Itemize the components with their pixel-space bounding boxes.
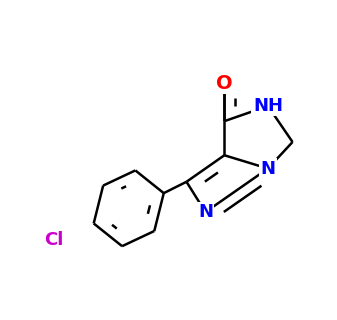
Text: Cl: Cl [44,231,64,250]
Text: NH: NH [253,97,283,115]
Text: O: O [216,74,233,93]
Text: N: N [261,160,275,178]
Text: N: N [198,203,213,221]
